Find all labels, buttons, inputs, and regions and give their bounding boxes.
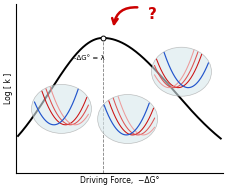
Text: ?: ? <box>148 7 157 22</box>
Text: -ΔG° = λ: -ΔG° = λ <box>74 55 104 61</box>
Circle shape <box>32 84 91 133</box>
Y-axis label: Log [ k ]: Log [ k ] <box>4 73 13 104</box>
X-axis label: Driving Force,  −ΔG°: Driving Force, −ΔG° <box>80 176 159 185</box>
Circle shape <box>98 94 158 143</box>
Circle shape <box>151 47 212 96</box>
